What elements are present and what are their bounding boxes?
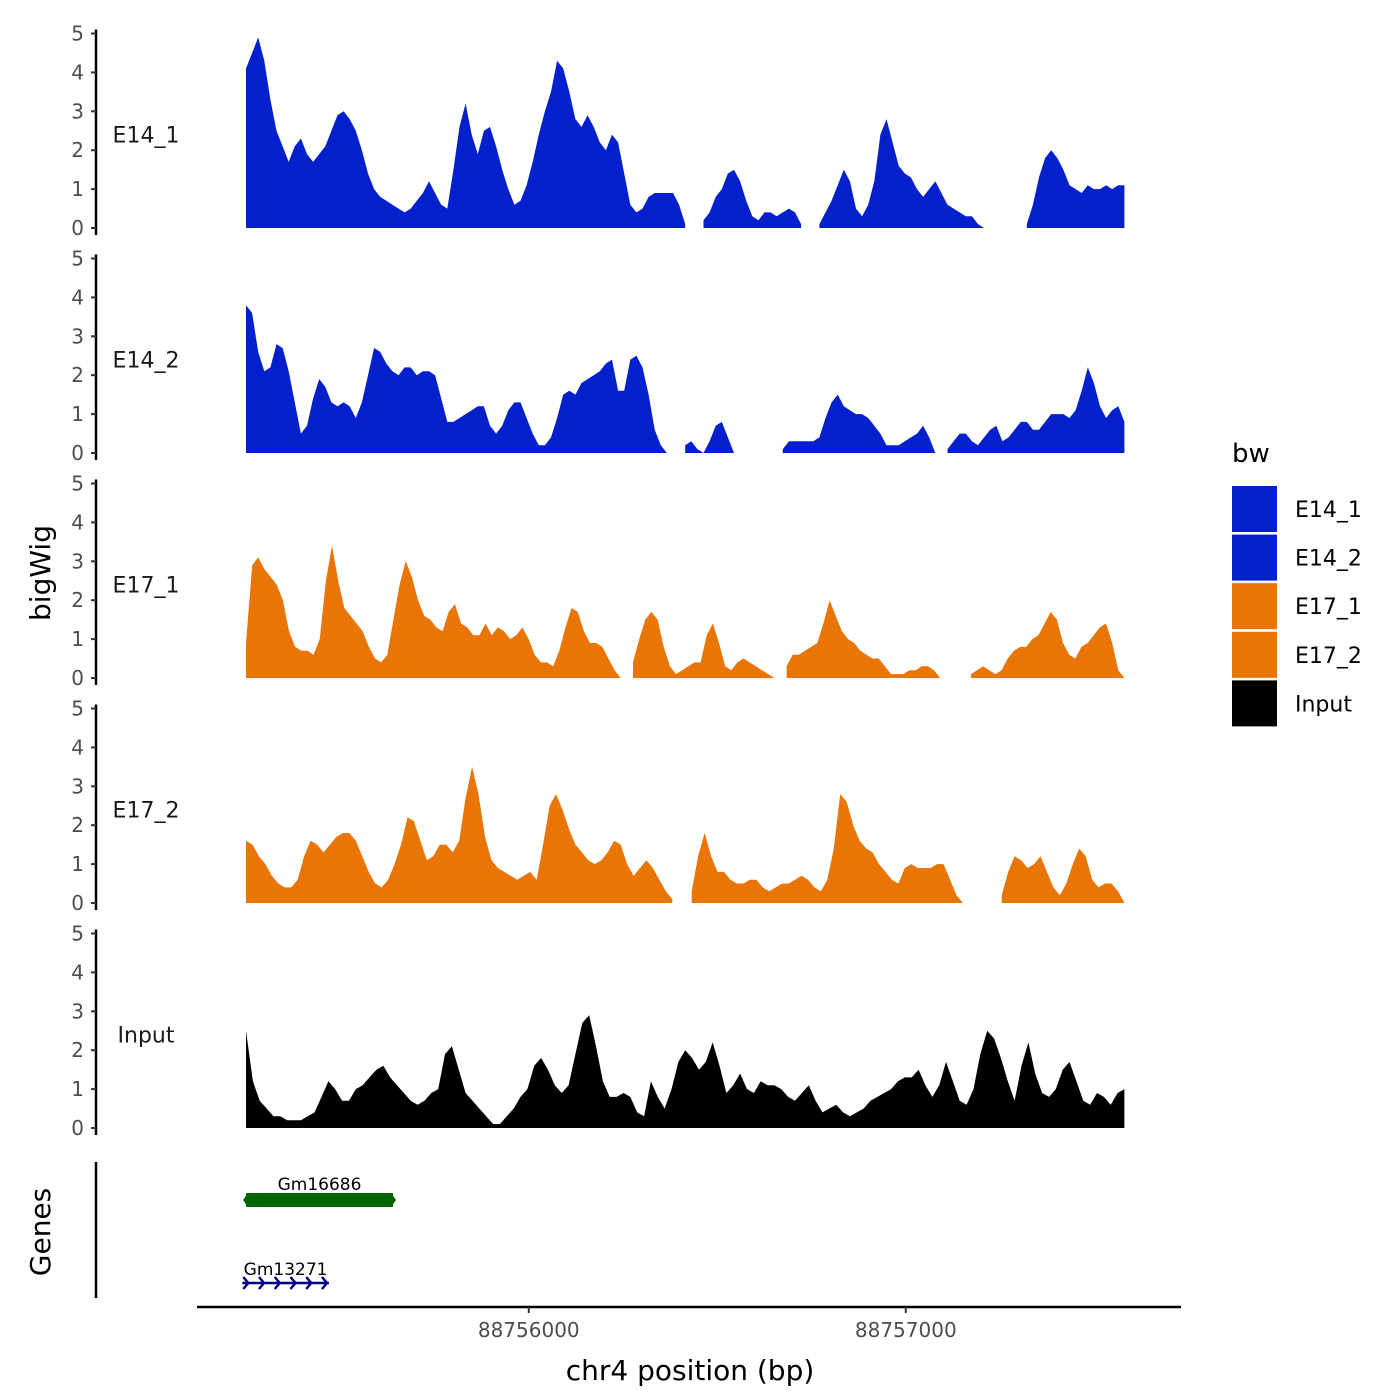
track-label: Input xyxy=(118,1024,175,1049)
y-tick-label: 5 xyxy=(71,922,84,946)
y-tick-label: 4 xyxy=(71,960,84,984)
signal-area xyxy=(819,119,985,228)
track-E17_1: 0 1 2 3 4 5 E17_1 xyxy=(71,472,1125,690)
y-tick-label: 0 xyxy=(71,441,84,465)
legend-key xyxy=(1232,631,1277,678)
y-tick-label: 2 xyxy=(71,813,84,837)
strand-arrow xyxy=(289,1276,298,1290)
y-tick-label: 3 xyxy=(71,999,84,1023)
track-label: E14_1 xyxy=(113,124,180,149)
track-Input: 0 1 2 3 4 5 Input xyxy=(71,922,1125,1140)
gene-track: Gm16686 Gm13271 xyxy=(94,1162,397,1298)
y-axis: 0 1 2 3 4 5 xyxy=(71,22,98,240)
legend-key xyxy=(1232,583,1277,630)
signal-area xyxy=(782,394,936,453)
signal-area xyxy=(246,766,673,903)
legend-title: bw xyxy=(1232,439,1270,469)
gene-body xyxy=(246,1193,394,1207)
x-axis: 88756000 88757000 xyxy=(197,1305,1181,1342)
y-axis-title: bigWig xyxy=(24,525,57,621)
y-tick-label: 0 xyxy=(71,666,84,690)
signal-area xyxy=(786,600,941,678)
y-tick-label: 3 xyxy=(71,549,84,573)
y-tick-label: 3 xyxy=(71,324,84,348)
legend: bw E14_1 E14_2 E17_1 E17_2 Input xyxy=(1232,439,1362,727)
signal-area xyxy=(633,611,775,678)
signal-area xyxy=(1026,150,1125,228)
y-tick-label: 2 xyxy=(71,363,84,387)
y-tick-label: 1 xyxy=(71,1077,84,1101)
y-tick-label: 4 xyxy=(71,285,84,309)
genes-axis-title: Genes xyxy=(24,1188,57,1276)
legend-key xyxy=(1232,534,1277,581)
x-tick-label: 88756000 xyxy=(478,1318,580,1342)
legend-label: E14_2 xyxy=(1295,547,1362,572)
legend-label: E17_1 xyxy=(1295,595,1362,620)
y-tick-label: 1 xyxy=(71,177,84,201)
y-tick-label: 2 xyxy=(71,588,84,612)
signal-area xyxy=(246,305,667,453)
x-axis-title: chr4 position (bp) xyxy=(566,1354,815,1387)
y-tick-label: 3 xyxy=(71,99,84,123)
strand-arrow xyxy=(320,1276,329,1290)
legend-label: Input xyxy=(1295,692,1352,717)
signal-area xyxy=(970,611,1125,678)
signal-area xyxy=(246,545,621,678)
y-tick-label: 2 xyxy=(71,138,84,162)
y-axis: 0 1 2 3 4 5 xyxy=(71,472,98,690)
legend-key xyxy=(1232,680,1277,727)
y-tick-label: 5 xyxy=(71,247,84,271)
track-E14_1: 0 1 2 3 4 5 E14_1 xyxy=(71,22,1125,240)
y-axis: 0 1 2 3 4 5 xyxy=(71,247,98,465)
y-tick-label: 0 xyxy=(71,891,84,915)
track-label: E17_1 xyxy=(113,574,180,599)
gene-label: Gm13271 xyxy=(244,1260,328,1280)
track-E14_2: 0 1 2 3 4 5 E14_2 xyxy=(71,247,1125,465)
y-tick-label: 5 xyxy=(71,472,84,496)
y-tick-label: 2 xyxy=(71,1038,84,1062)
track-label: E14_2 xyxy=(113,349,180,374)
y-tick-label: 0 xyxy=(71,216,84,240)
y-tick-label: 4 xyxy=(71,735,84,759)
y-tick-label: 3 xyxy=(71,774,84,798)
gene-end-marker xyxy=(243,1193,249,1207)
y-tick-label: 1 xyxy=(71,402,84,426)
legend-key xyxy=(1232,486,1277,532)
y-tick-label: 1 xyxy=(71,627,84,651)
signal-area xyxy=(1001,848,1125,903)
signal-tracks: 0 1 2 3 4 5 E14_1 0 1 2 3 4 5 E14_2 0 1 2 3 4 5 E17_1 0 1 2 3 4 5 E… xyxy=(71,22,1125,1140)
y-axis: 0 1 2 3 4 5 xyxy=(71,922,98,1140)
signal-area xyxy=(691,794,963,903)
y-tick-label: 4 xyxy=(71,60,84,84)
y-tick-label: 4 xyxy=(71,510,84,534)
signal-area xyxy=(703,169,802,228)
y-axis: 0 1 2 3 4 5 xyxy=(71,697,98,915)
legend-label: E14_1 xyxy=(1295,498,1362,523)
track-label: E17_2 xyxy=(113,799,180,824)
legend-label: E17_2 xyxy=(1295,644,1362,669)
y-tick-label: 1 xyxy=(71,852,84,876)
strand-arrow xyxy=(258,1276,266,1290)
signal-area xyxy=(246,1015,1125,1128)
signal-area xyxy=(947,367,1125,453)
gene-label: Gm16686 xyxy=(278,1175,362,1195)
strand-arrow xyxy=(273,1276,282,1290)
y-tick-label: 0 xyxy=(71,1116,84,1140)
signal-area xyxy=(685,421,734,453)
y-tick-label: 5 xyxy=(71,697,84,721)
x-tick-label: 88757000 xyxy=(855,1318,957,1342)
strand-arrow xyxy=(242,1276,250,1290)
strand-arrow xyxy=(305,1276,313,1290)
track-E17_2: 0 1 2 3 4 5 E17_2 xyxy=(71,697,1125,915)
y-tick-label: 5 xyxy=(71,22,84,46)
gene-end-marker xyxy=(391,1193,397,1207)
signal-area xyxy=(246,37,686,229)
